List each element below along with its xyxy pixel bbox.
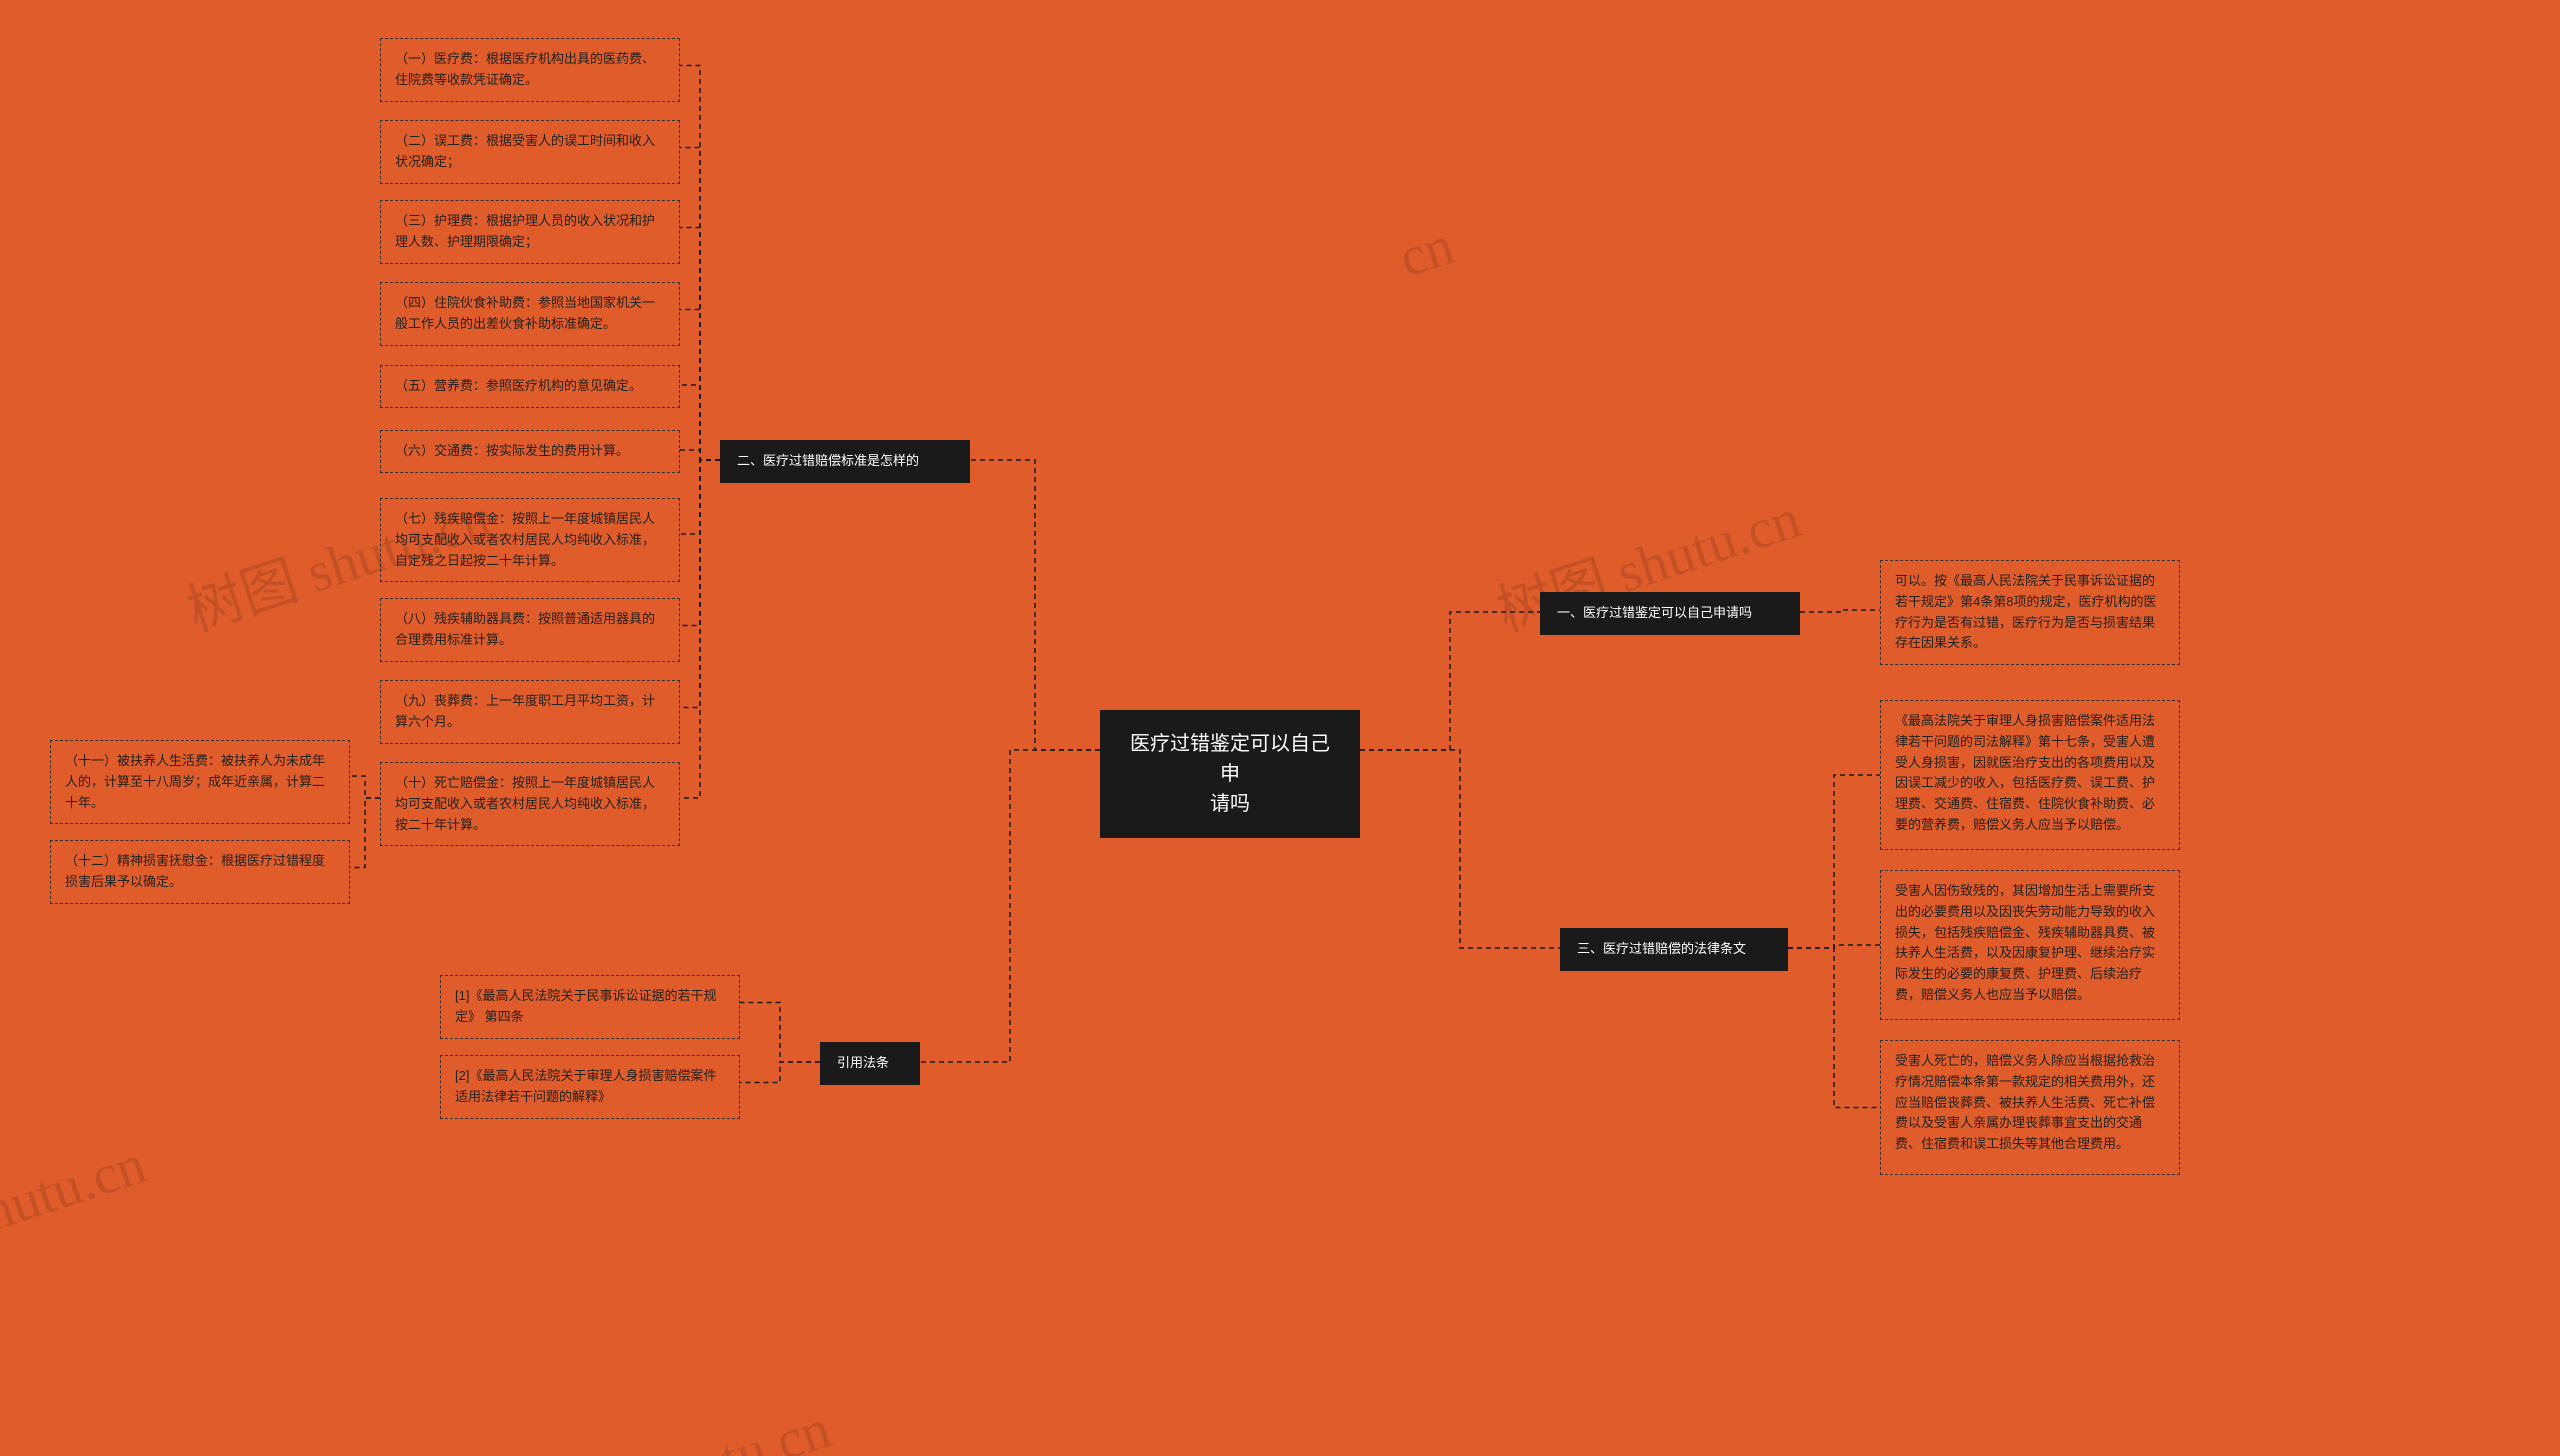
- leaf-node: 受害人死亡的，赔偿义务人除应当根据抢救治疗情况赔偿本条第一款规定的相关费用外，还…: [1880, 1040, 2180, 1175]
- branch-node: 引用法条: [820, 1042, 920, 1085]
- leaf-node: [1]《最高人民法院关于民事诉讼证据的若干规定》 第四条: [440, 975, 740, 1039]
- leaf-node: （一）医疗费：根据医疗机构出具的医药费、住院费等收款凭证确定。: [380, 38, 680, 102]
- watermark: cn: [1391, 213, 1461, 290]
- leaf-node: （六）交通费：按实际发生的费用计算。: [380, 430, 680, 473]
- watermark: 树图 shutu.cn: [515, 1383, 839, 1456]
- leaf-node: 可以。按《最高人民法院关于民事诉讼证据的若干规定》第4条第8项的规定，医疗机构的…: [1880, 560, 2180, 665]
- leaf-node: （十）死亡赔偿金：按照上一年度城镇居民人均可支配收入或者农村居民人均纯收入标准，…: [380, 762, 680, 846]
- watermark: shutu.cn: [0, 1132, 154, 1251]
- leaf-node: （七）残疾赔偿金：按照上一年度城镇居民人均可支配收入或者农村居民人均纯收入标准，…: [380, 498, 680, 582]
- branch-node: 一、医疗过错鉴定可以自己申请吗: [1540, 592, 1800, 635]
- branch-node: 三、医疗过错赔偿的法律条文: [1560, 928, 1788, 971]
- branch-node: 二、医疗过错赔偿标准是怎样的: [720, 440, 970, 483]
- leaf-node: （二）误工费：根据受害人的误工时间和收入状况确定；: [380, 120, 680, 184]
- leaf-node: （四）住院伙食补助费：参照当地国家机关一般工作人员的出差伙食补助标准确定。: [380, 282, 680, 346]
- leaf-node: （十一）被扶养人生活费：被扶养人为未成年人的，计算至十八周岁；成年近亲属，计算二…: [50, 740, 350, 824]
- leaf-node: [2]《最高人民法院关于审理人身损害赔偿案件适用法律若干问题的解释》: [440, 1055, 740, 1119]
- leaf-node: （九）丧葬费：上一年度职工月平均工资，计算六个月。: [380, 680, 680, 744]
- center-node: 医疗过错鉴定可以自己申请吗: [1100, 710, 1360, 838]
- leaf-node: （八）残疾辅助器具费：按照普通适用器具的合理费用标准计算。: [380, 598, 680, 662]
- leaf-node: （三）护理费：根据护理人员的收入状况和护理人数、护理期限确定；: [380, 200, 680, 264]
- leaf-node: （五）营养费：参照医疗机构的意见确定。: [380, 365, 680, 408]
- leaf-node: 受害人因伤致残的，其因增加生活上需要所支出的必要费用以及因丧失劳动能力导致的收入…: [1880, 870, 2180, 1020]
- leaf-node: 《最高法院关于审理人身损害赔偿案件适用法律若干问题的司法解释》第十七条，受害人遭…: [1880, 700, 2180, 850]
- leaf-node: （十二）精神损害抚慰金：根据医疗过错程度损害后果予以确定。: [50, 840, 350, 904]
